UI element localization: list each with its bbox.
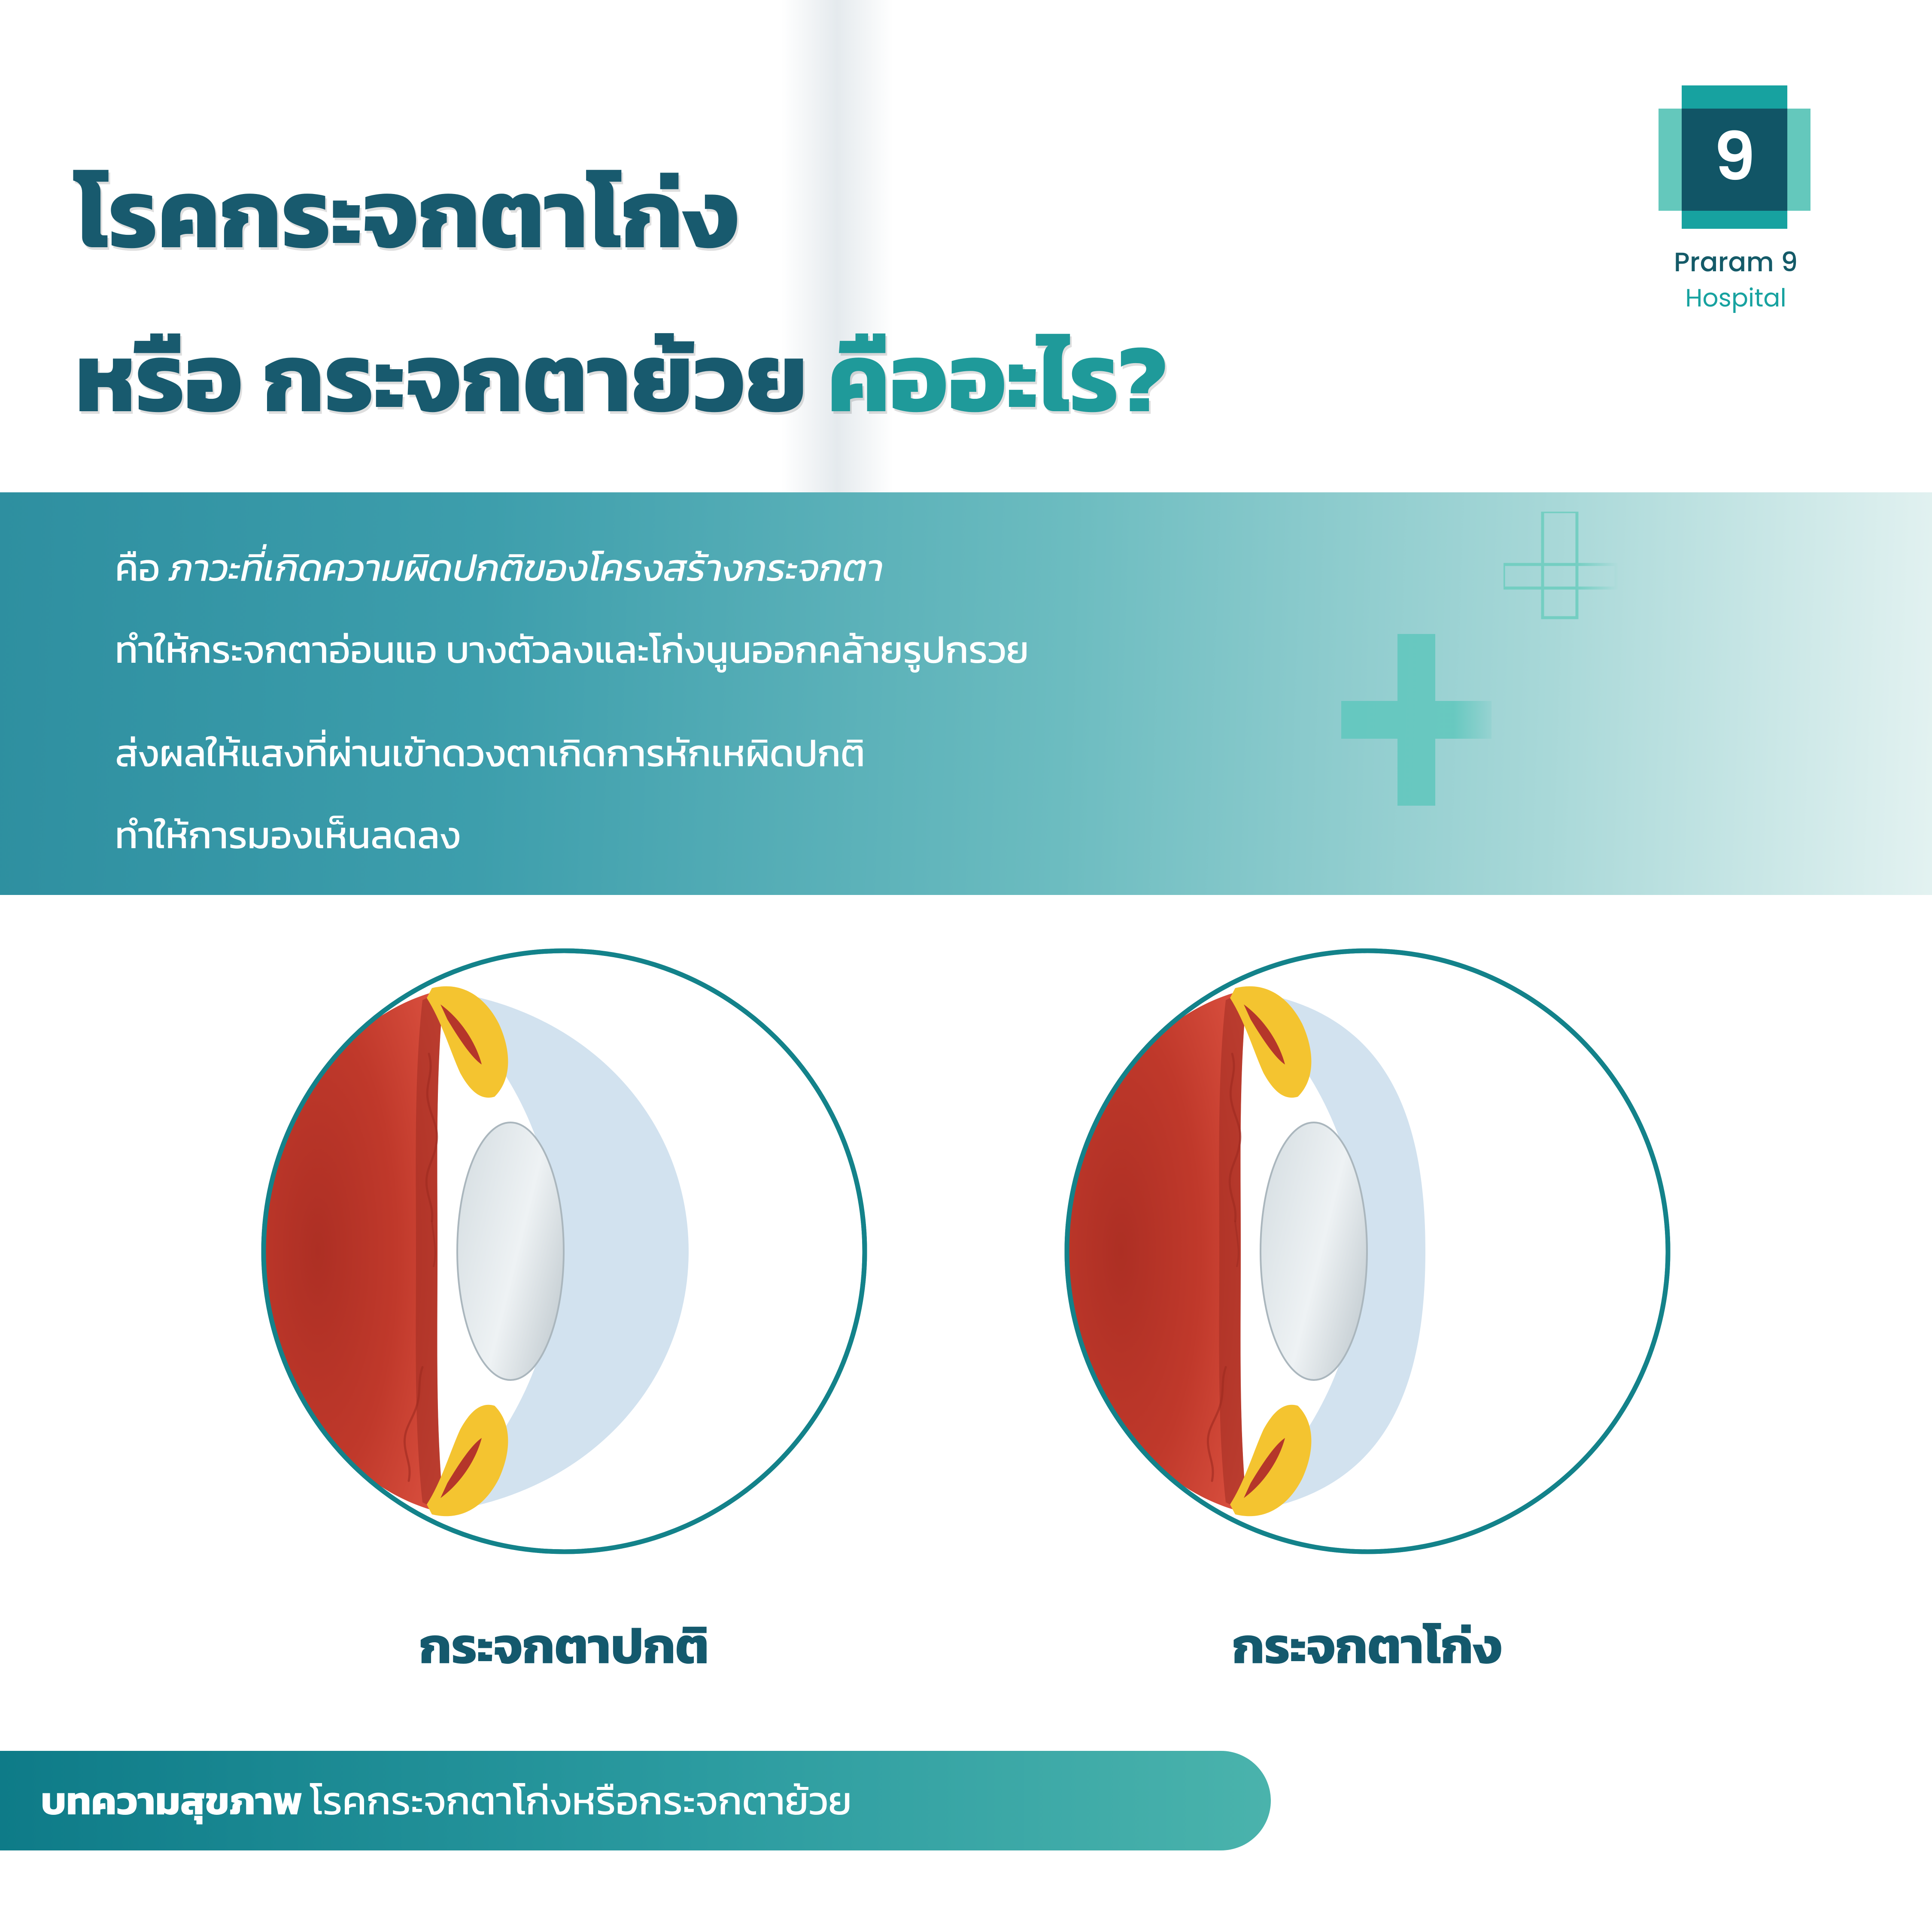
svg-text:9: 9 — [1713, 110, 1755, 203]
